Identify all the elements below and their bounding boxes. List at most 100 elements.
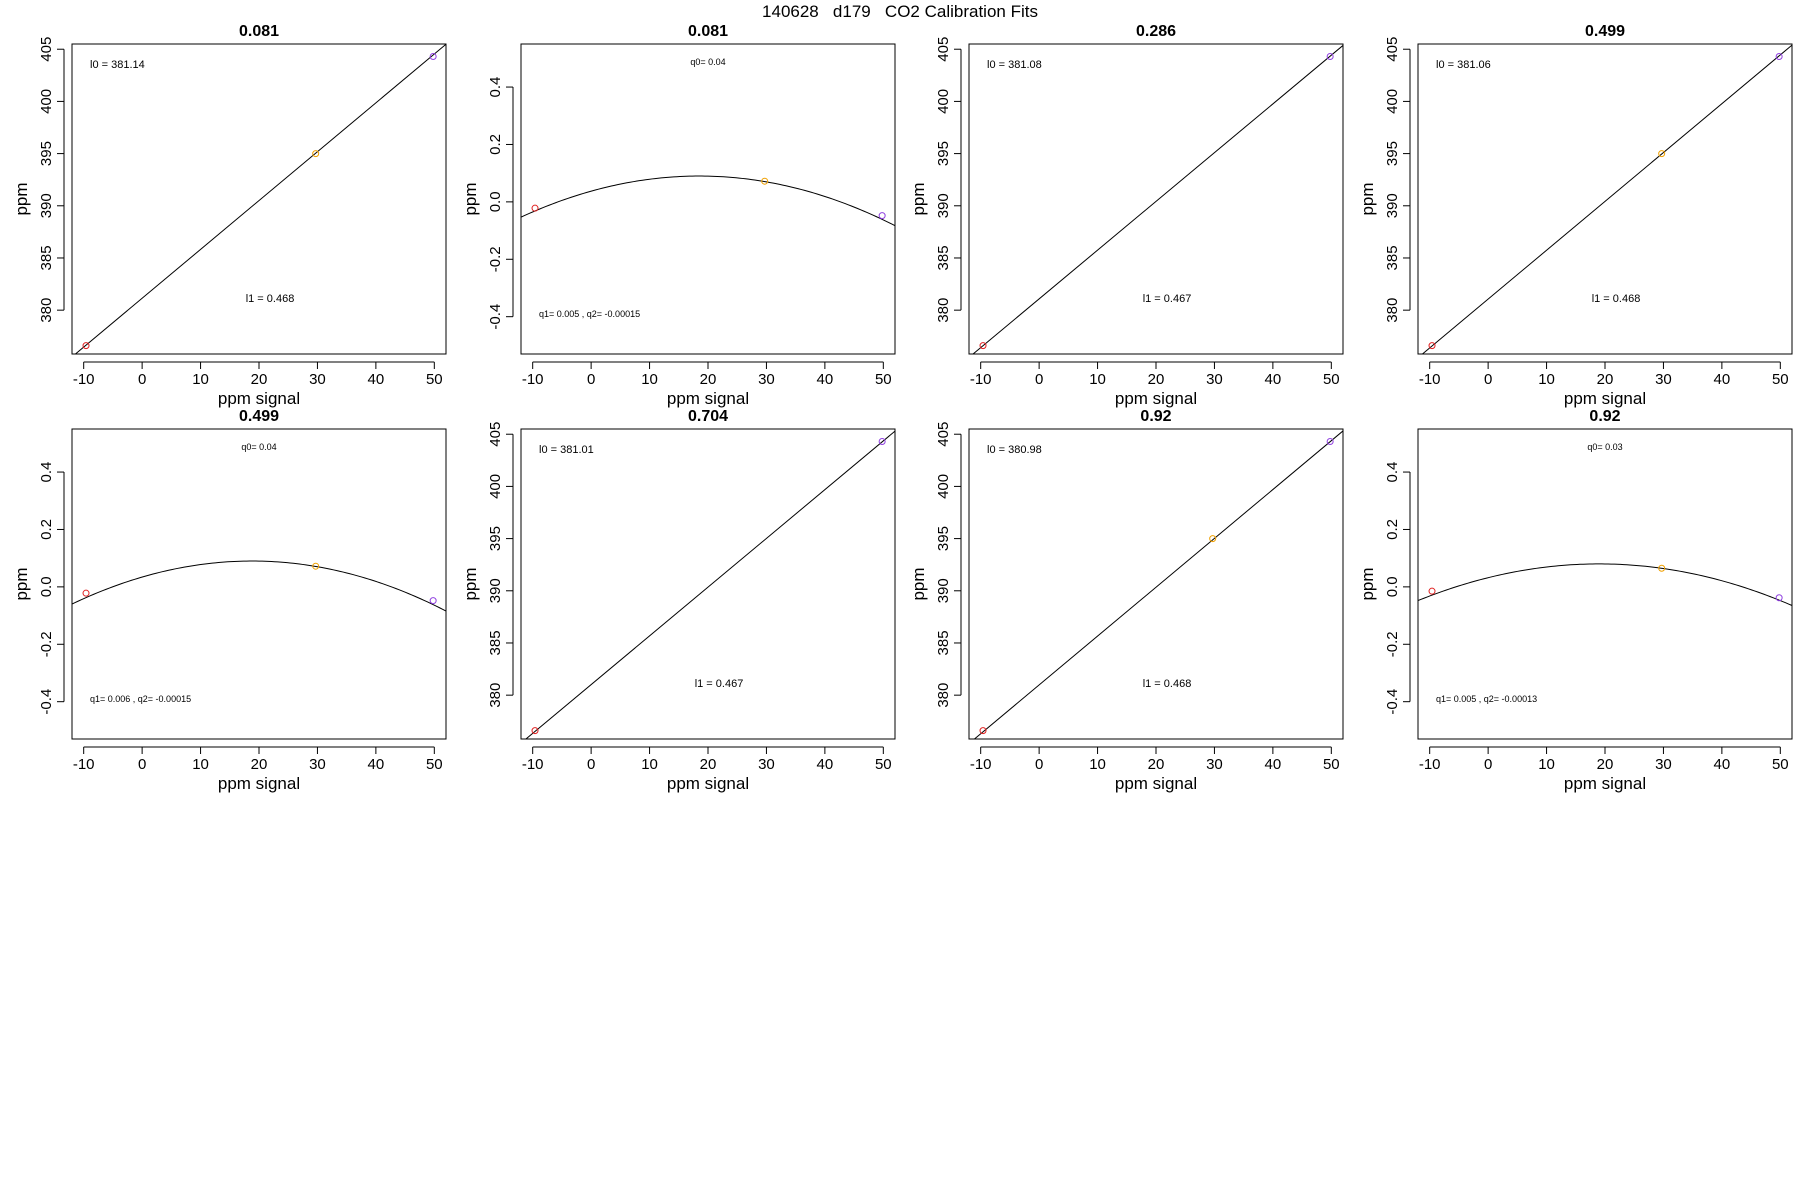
x-tick-label: 50 (1772, 756, 1789, 773)
plot-frame (520, 428, 896, 740)
y-tick-label: 390 (1384, 193, 1401, 218)
x-tick-label: 30 (1206, 756, 1223, 773)
fit-curve (72, 560, 446, 612)
x-tick-label: 10 (192, 756, 209, 773)
x-tick-label: 0 (1484, 756, 1492, 773)
y-tick-label: 0.2 (1384, 519, 1401, 540)
data-point-3 (1775, 53, 1783, 61)
data-point-1 (979, 727, 987, 735)
y-tick-label: 395 (38, 141, 55, 166)
x-tick-label: 30 (1206, 371, 1223, 388)
x-tick-label: 10 (192, 371, 209, 388)
x-axis-label: ppm signal (218, 774, 300, 793)
x-tick-label: -10 (1419, 756, 1441, 773)
chart-panel-3: 0.286 -10 0 10 20 30 40 50 ppm signal 380 385 390 39… (909, 23, 1344, 408)
annotation-l0: l0 = 380.98 (987, 444, 1042, 456)
x-tick-label: 40 (368, 756, 385, 773)
x-tick-label: 30 (309, 756, 326, 773)
x-tick-label: 20 (700, 756, 717, 773)
x-tick-label: 10 (1538, 371, 1555, 388)
x-tick-label: 30 (758, 756, 775, 773)
x-tick-label: 40 (817, 371, 834, 388)
plot-frame (1417, 428, 1793, 740)
fit-line (74, 44, 446, 354)
data-point-2 (1209, 535, 1217, 543)
chart-title: 0.92 (1140, 408, 1171, 425)
y-axis-label: ppm (909, 567, 928, 600)
x-axis-label: ppm signal (1564, 774, 1646, 793)
y-tick-label: 0.0 (38, 576, 55, 597)
y-tick-label: -0.2 (38, 631, 55, 657)
annotation-l0: l0 = 381.01 (539, 444, 594, 456)
plot-area (972, 45, 1343, 354)
fit-line (1421, 44, 1792, 354)
y-tick-label: 400 (487, 474, 504, 499)
y-tick-label: -0.4 (487, 304, 504, 330)
y-tick-label: 385 (935, 630, 952, 655)
plot-area (973, 430, 1343, 739)
y-tick-label: 0.4 (38, 462, 55, 483)
y-tick-label: 390 (487, 578, 504, 603)
annotation-q0: q0= 0.04 (690, 57, 725, 67)
data-point-2 (761, 177, 769, 185)
plot-frame (71, 43, 447, 355)
y-tick-label: 395 (935, 526, 952, 551)
chart-panel-1: 0.081 -10 0 10 20 30 40 50 ppm signal 380 385 390 39… (12, 23, 447, 408)
plot-frame (968, 43, 1344, 355)
y-tick-label: 395 (935, 141, 952, 166)
y-tick-label: 380 (935, 298, 952, 323)
x-tick-label: 20 (700, 371, 717, 388)
x-tick-label: 20 (1148, 371, 1165, 388)
y-tick-label: 400 (935, 474, 952, 499)
chart-title: 0.081 (688, 23, 728, 40)
chart-title: 0.499 (1585, 23, 1625, 40)
data-point-1 (82, 589, 90, 597)
plot-frame (71, 428, 447, 740)
x-tick-label: 50 (875, 371, 892, 388)
plot-area (521, 175, 895, 227)
y-axis-label: ppm (461, 182, 480, 215)
x-tick-label: 40 (817, 756, 834, 773)
fit-line (973, 430, 1343, 739)
data-point-3 (878, 212, 886, 220)
x-tick-label: 20 (1597, 371, 1614, 388)
annotation-l0: l0 = 381.08 (987, 59, 1042, 71)
y-tick-label: 0.2 (487, 134, 504, 155)
x-tick-label: 0 (1035, 371, 1043, 388)
x-tick-label: -10 (73, 371, 95, 388)
annotation-l1: l1 = 0.468 (1143, 678, 1192, 690)
x-tick-label: 30 (1655, 756, 1672, 773)
y-axis-label: ppm (1358, 182, 1377, 215)
y-tick-label: 380 (935, 683, 952, 708)
data-point-1 (82, 342, 90, 350)
x-axis-label: ppm signal (667, 389, 749, 408)
x-tick-label: 20 (1597, 756, 1614, 773)
x-tick-label: -10 (73, 756, 95, 773)
fit-line (972, 45, 1343, 354)
data-point-2 (1326, 53, 1334, 61)
y-axis-label: ppm (909, 182, 928, 215)
chart-title: 0.286 (1136, 23, 1176, 40)
y-axis-label: ppm (1358, 567, 1377, 600)
x-tick-label: 50 (875, 756, 892, 773)
plot-area (1418, 563, 1792, 606)
x-tick-label: 0 (587, 371, 595, 388)
y-tick-label: -0.4 (38, 689, 55, 715)
y-tick-label: 0.0 (1384, 576, 1401, 597)
x-tick-label: 10 (641, 371, 658, 388)
chart-panel-2: 0.081 -10 0 10 20 30 40 50 ppm signal -0.4 -0.2 0.0… (461, 23, 896, 408)
x-tick-label: 0 (1484, 371, 1492, 388)
annotation-q1-q2: q1= 0.005 , q2= -0.00013 (1436, 694, 1537, 704)
y-tick-label: -0.2 (487, 246, 504, 272)
data-point-3 (1326, 438, 1334, 446)
x-tick-label: 50 (1323, 371, 1340, 388)
x-tick-label: 0 (138, 756, 146, 773)
x-tick-label: 40 (1265, 371, 1282, 388)
y-tick-label: 390 (935, 193, 952, 218)
y-tick-label: 385 (935, 245, 952, 270)
x-tick-label: 40 (1265, 756, 1282, 773)
y-tick-label: 0.4 (487, 77, 504, 98)
y-tick-label: -0.2 (1384, 631, 1401, 657)
y-tick-label: 390 (38, 193, 55, 218)
